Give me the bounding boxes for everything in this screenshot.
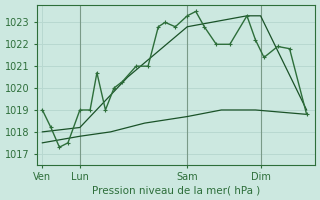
X-axis label: Pression niveau de la mer( hPa ): Pression niveau de la mer( hPa )	[92, 185, 260, 195]
